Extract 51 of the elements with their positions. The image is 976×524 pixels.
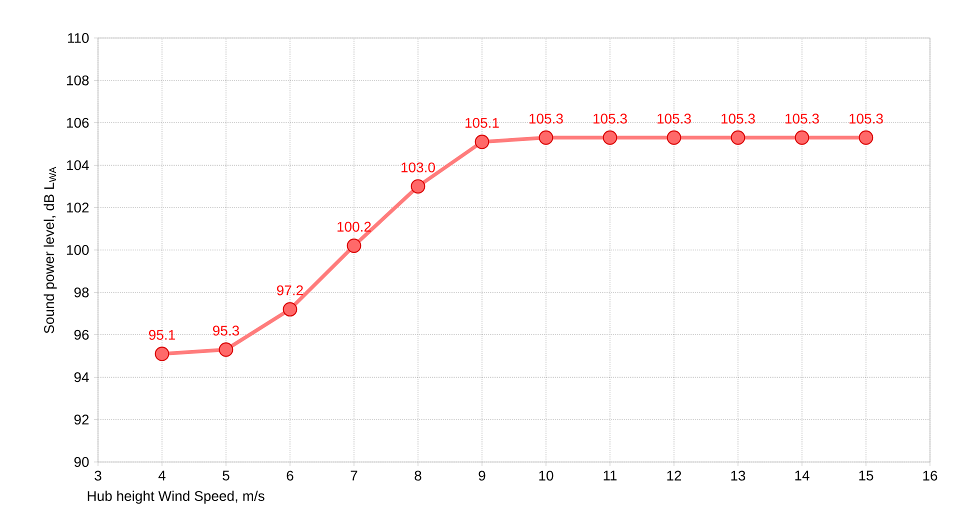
point xyxy=(410,179,426,194)
y-tick-label: 106 xyxy=(67,118,89,128)
data-label: 100.2 xyxy=(338,222,371,232)
y-tick-label: 92 xyxy=(74,414,89,425)
x-tick-label: 13 xyxy=(731,470,746,481)
y-tick-label: 104 xyxy=(67,160,89,170)
y-tick-label: 108 xyxy=(67,75,89,86)
point xyxy=(282,302,298,317)
y-tick-label: 98 xyxy=(74,287,89,298)
point xyxy=(474,134,490,150)
data-label: 95.3 xyxy=(213,326,240,336)
x-tick-label: 11 xyxy=(604,470,617,480)
x-tick-label: 10 xyxy=(539,470,554,481)
x-tick-label: 7 xyxy=(350,470,358,480)
data-label: 105.3 xyxy=(530,114,563,124)
data-label: 105.3 xyxy=(722,114,755,124)
x-tick-label: 8 xyxy=(414,470,422,481)
y-tick-label: 102 xyxy=(67,202,89,213)
x-tick-label: 3 xyxy=(94,470,102,481)
point xyxy=(346,238,362,253)
data-label: 103.0 xyxy=(402,162,435,172)
data-label: 105.3 xyxy=(850,114,883,124)
point xyxy=(154,346,170,362)
y-axis-title: Sound power level, dB L$_{WA}$ xyxy=(44,166,57,334)
data-label: 97.2 xyxy=(277,285,303,296)
x-tick-label: 9 xyxy=(478,470,486,481)
x-tick-label: 14 xyxy=(795,470,810,480)
point xyxy=(858,130,874,145)
x-tick-label: 15 xyxy=(859,470,874,480)
data-label: 105.3 xyxy=(658,114,691,124)
x-tick-label: 16 xyxy=(923,470,938,481)
x-tick-label: 5 xyxy=(222,470,230,480)
x-tick-label: 4 xyxy=(158,470,166,480)
data-label: 105.1 xyxy=(466,118,499,128)
data-label: 105.3 xyxy=(594,114,627,124)
y-tick-label: 110 xyxy=(68,33,89,43)
point xyxy=(794,130,810,145)
y-tick-label: 94 xyxy=(74,372,89,382)
x-tick-label: 12 xyxy=(667,470,682,480)
x-tick-label: 6 xyxy=(286,470,294,481)
y-tick-label: 100 xyxy=(67,245,89,255)
data-label: 95.1 xyxy=(149,330,175,340)
point xyxy=(602,130,618,145)
x-axis-title: Hub height Wind Speed, m/s xyxy=(88,490,264,504)
data-label: 105.3 xyxy=(786,114,819,124)
point xyxy=(218,342,234,357)
point xyxy=(730,130,746,145)
point xyxy=(666,130,682,145)
y-tick-label: 90 xyxy=(74,457,89,467)
y-tick-label: 96 xyxy=(74,330,89,340)
point xyxy=(538,130,554,145)
